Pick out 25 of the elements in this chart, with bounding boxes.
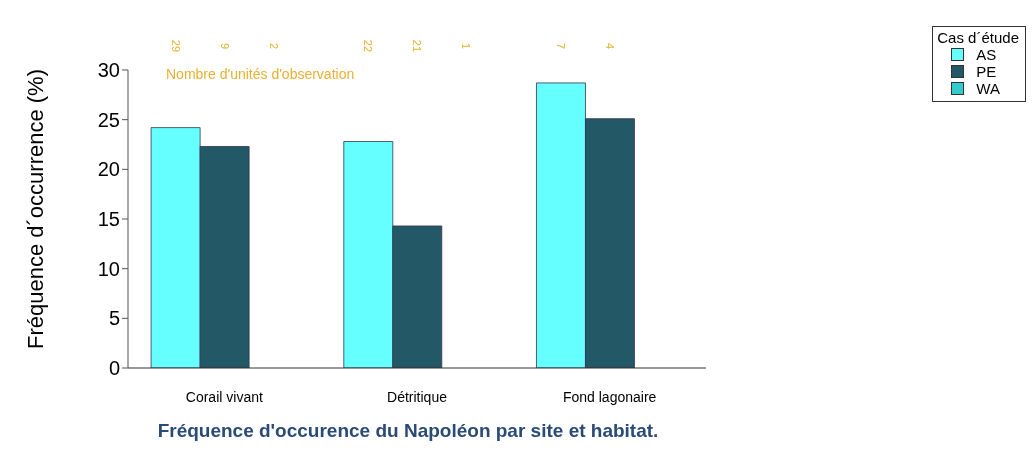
y-tick-label: 25 <box>97 108 120 131</box>
y-tick-label: 15 <box>97 208 120 231</box>
y-tick-label: 0 <box>108 357 120 380</box>
legend-label: WA <box>976 80 1000 97</box>
x-tick-label: Corail vivant <box>185 388 263 405</box>
y-axis-title: Fréquence d´occurrence (%) <box>22 68 48 349</box>
text: 29 <box>169 39 182 53</box>
text: 4 <box>603 42 616 50</box>
text: 2 <box>267 42 280 50</box>
text: 1 <box>460 42 473 50</box>
annotation: Nombre d'unités d'observation <box>166 66 355 82</box>
y-tick-label: 30 <box>97 59 120 82</box>
legend-label: AS <box>976 46 997 63</box>
text: 21 <box>411 39 424 53</box>
text: 9 <box>218 42 231 50</box>
y-tick-label: 20 <box>97 158 120 181</box>
y-tick-label: 5 <box>108 307 120 330</box>
x-tick-label: Détritique <box>387 388 448 405</box>
text: Fréquence d'occurence du Napoléon par site et habitat. <box>156 420 660 442</box>
legend-label: PE <box>976 63 997 80</box>
text: 7 <box>554 42 567 50</box>
x-tick-label: Fond lagonaire <box>562 388 657 405</box>
text: 22 <box>362 39 375 53</box>
legend-title: Cas d´étude <box>937 29 1019 46</box>
y-tick-label: 10 <box>97 257 120 280</box>
